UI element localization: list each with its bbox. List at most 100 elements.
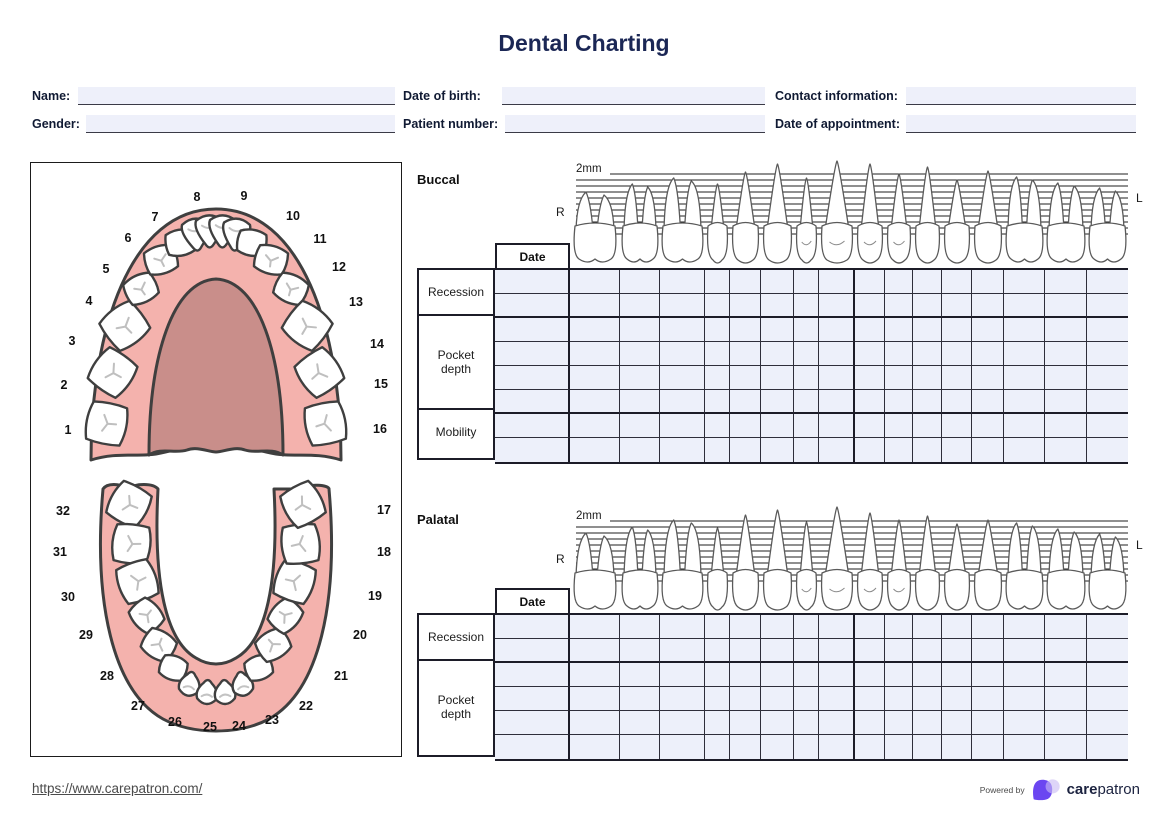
grid-cell[interactable]	[855, 735, 885, 759]
grid-cell[interactable]	[885, 414, 913, 438]
grid-cell[interactable]	[495, 735, 570, 759]
grid-cell[interactable]	[660, 366, 705, 390]
grid-cell[interactable]	[1045, 639, 1087, 663]
grid-cell[interactable]	[855, 366, 885, 390]
grid-cell[interactable]	[855, 390, 885, 414]
grid-cell[interactable]	[1004, 687, 1045, 711]
grid-cell[interactable]	[885, 639, 913, 663]
grid-cell[interactable]	[620, 414, 660, 438]
grid-cell[interactable]	[705, 615, 730, 639]
grid-cell[interactable]	[1045, 270, 1087, 294]
grid-cell[interactable]	[855, 438, 885, 462]
grid-cell[interactable]	[705, 294, 730, 318]
grid-cell[interactable]	[495, 639, 570, 663]
grid-cell[interactable]	[660, 414, 705, 438]
grid-cell[interactable]	[885, 615, 913, 639]
grid-cell[interactable]	[761, 366, 794, 390]
grid-cell[interactable]	[1004, 735, 1045, 759]
grid-cell[interactable]	[819, 615, 855, 639]
grid-cell[interactable]	[1087, 366, 1128, 390]
grid-cell[interactable]	[1004, 342, 1045, 366]
grid-cell[interactable]	[794, 318, 819, 342]
grid-cell[interactable]	[794, 294, 819, 318]
grid-cell[interactable]	[705, 366, 730, 390]
grid-cell[interactable]	[972, 414, 1004, 438]
grid-cell[interactable]	[942, 270, 972, 294]
grid-cell[interactable]	[1004, 711, 1045, 735]
grid-cell[interactable]	[570, 366, 620, 390]
grid-cell[interactable]	[913, 663, 942, 687]
grid-cell[interactable]	[620, 663, 660, 687]
grid-cell[interactable]	[885, 342, 913, 366]
grid-cell[interactable]	[1004, 615, 1045, 639]
grid-cell[interactable]	[1087, 687, 1128, 711]
grid-cell[interactable]	[660, 438, 705, 462]
grid-cell[interactable]	[972, 639, 1004, 663]
grid-cell[interactable]	[620, 390, 660, 414]
grid-cell[interactable]	[942, 294, 972, 318]
grid-cell[interactable]	[1045, 735, 1087, 759]
grid-cell[interactable]	[1004, 294, 1045, 318]
grid-cell[interactable]	[942, 639, 972, 663]
grid-cell[interactable]	[972, 438, 1004, 462]
grid-cell[interactable]	[620, 366, 660, 390]
grid-cell[interactable]	[730, 318, 761, 342]
grid-cell[interactable]	[1087, 414, 1128, 438]
grid-cell[interactable]	[495, 318, 570, 342]
grid-cell[interactable]	[913, 615, 942, 639]
grid-cell[interactable]	[942, 366, 972, 390]
grid-cell[interactable]	[819, 270, 855, 294]
grid-cell[interactable]	[794, 342, 819, 366]
grid-cell[interactable]	[761, 639, 794, 663]
grid-cell[interactable]	[660, 615, 705, 639]
grid-cell[interactable]	[913, 414, 942, 438]
grid-cell[interactable]	[495, 390, 570, 414]
grid-cell[interactable]	[570, 735, 620, 759]
grid-cell[interactable]	[620, 639, 660, 663]
grid-cell[interactable]	[495, 615, 570, 639]
grid-cell[interactable]	[1045, 687, 1087, 711]
grid-cell[interactable]	[660, 294, 705, 318]
grid-cell[interactable]	[660, 318, 705, 342]
grid-cell[interactable]	[819, 438, 855, 462]
grid-cell[interactable]	[705, 270, 730, 294]
grid-cell[interactable]	[730, 366, 761, 390]
date-of-birth-input[interactable]	[502, 87, 765, 105]
grid-cell[interactable]	[730, 687, 761, 711]
grid-cell[interactable]	[660, 663, 705, 687]
grid-cell[interactable]	[620, 687, 660, 711]
grid-cell[interactable]	[495, 687, 570, 711]
grid-cell[interactable]	[885, 366, 913, 390]
grid-cell[interactable]	[855, 615, 885, 639]
grid-cell[interactable]	[794, 270, 819, 294]
grid-cell[interactable]	[819, 342, 855, 366]
grid-cell[interactable]	[761, 711, 794, 735]
grid-cell[interactable]	[913, 711, 942, 735]
grid-cell[interactable]	[1045, 438, 1087, 462]
grid-cell[interactable]	[819, 687, 855, 711]
grid-cell[interactable]	[885, 270, 913, 294]
grid-cell[interactable]	[913, 390, 942, 414]
grid-cell[interactable]	[1004, 366, 1045, 390]
grid-cell[interactable]	[495, 366, 570, 390]
grid-cell[interactable]	[1087, 438, 1128, 462]
grid-cell[interactable]	[495, 294, 570, 318]
grid-cell[interactable]	[913, 438, 942, 462]
grid-cell[interactable]	[1045, 342, 1087, 366]
grid-cell[interactable]	[1004, 438, 1045, 462]
grid-cell[interactable]	[885, 687, 913, 711]
grid-cell[interactable]	[660, 639, 705, 663]
grid-cell[interactable]	[885, 663, 913, 687]
grid-cell[interactable]	[819, 414, 855, 438]
contact-information-input[interactable]	[906, 87, 1136, 105]
grid-cell[interactable]	[705, 663, 730, 687]
grid-cell[interactable]	[913, 270, 942, 294]
grid-cell[interactable]	[819, 735, 855, 759]
grid-cell[interactable]	[620, 711, 660, 735]
grid-cell[interactable]	[855, 639, 885, 663]
grid-cell[interactable]	[705, 414, 730, 438]
grid-cell[interactable]	[1045, 615, 1087, 639]
grid-cell[interactable]	[1004, 318, 1045, 342]
grid-cell[interactable]	[730, 270, 761, 294]
grid-cell[interactable]	[495, 414, 570, 438]
